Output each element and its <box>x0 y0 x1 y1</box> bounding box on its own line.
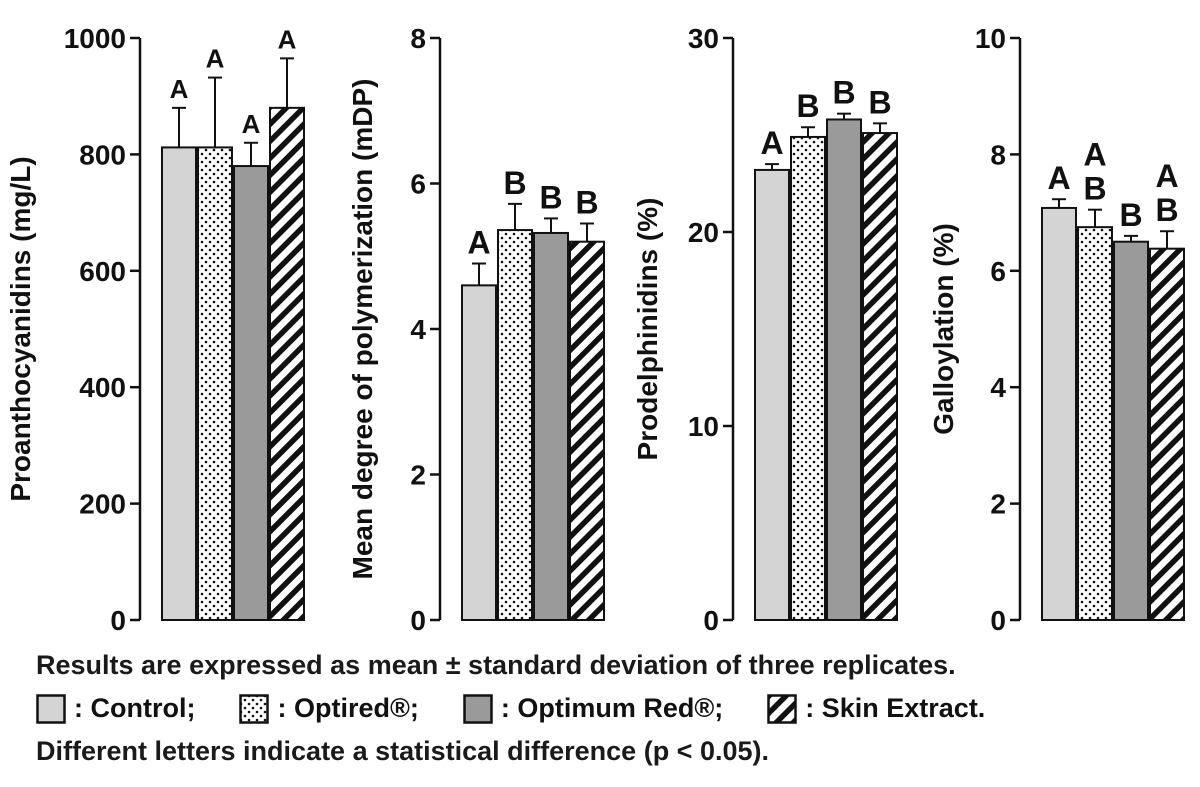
bar-optimum-red <box>533 231 569 621</box>
y-tick-label: 800 <box>79 139 126 170</box>
bar-optimum-red <box>1113 240 1149 621</box>
y-tick-label: 0 <box>410 605 426 636</box>
bar-skin-extract <box>862 132 898 621</box>
significance-letter-control: A <box>760 125 783 161</box>
y-tick-label: 10 <box>975 23 1006 54</box>
y-tick-label: 0 <box>703 605 719 636</box>
control-swatch-icon <box>36 693 66 724</box>
significance-letter-skin-extract: B <box>575 185 598 221</box>
significance-letter-control: A <box>170 74 189 104</box>
bar-skin-extract <box>1149 247 1185 622</box>
bar-skin-extract <box>269 106 305 621</box>
significance-letter-optimum-red: B <box>1119 197 1142 233</box>
bar-control <box>461 284 497 621</box>
bar-optimum-red <box>826 118 862 621</box>
y-tick-label: 200 <box>79 489 126 520</box>
legend-label-control: : Control; <box>74 693 196 723</box>
significance-letter-skin-extract: A <box>1155 158 1178 194</box>
y-tick-label: 8 <box>990 139 1006 170</box>
significance-letter-optimum-red: B <box>539 179 562 215</box>
bar-optimum-red <box>233 165 269 621</box>
y-tick-label: 4 <box>990 372 1006 403</box>
significance-letter-optimum-red: A <box>242 109 261 139</box>
bar-optired <box>1077 226 1113 621</box>
legend-item-control: : Control; <box>36 693 195 724</box>
significance-letter-skin-extract: B <box>1155 192 1178 228</box>
bar-optired <box>197 146 233 622</box>
optired-swatch-icon <box>239 693 270 724</box>
y-axis-label: Proanthocyanidins (mg/L) <box>5 156 36 501</box>
y-tick-label: 6 <box>410 169 426 200</box>
significance-letter-optimum-red: B <box>832 75 855 111</box>
y-axis-label: Prodelphinidins (%) <box>632 198 663 461</box>
y-tick-label: 600 <box>79 256 126 287</box>
legend-label-skin-extract: : Skin Extract. <box>805 693 986 723</box>
significance-letter-optired: A <box>206 44 225 74</box>
y-tick-label: 400 <box>79 372 126 403</box>
bar-skin-extract <box>569 240 605 621</box>
significance-letter-skin-extract: A <box>278 24 297 54</box>
y-tick-label: 4 <box>410 314 426 345</box>
bar-control <box>1041 206 1077 621</box>
legend-item-optired: : Optired®; <box>239 693 419 724</box>
legend-label-optired: : Optired®; <box>277 693 419 723</box>
chart-panel-2: 0 2 4 6 8 Mean degree of polymerization (mDP)… <box>347 23 605 636</box>
skin-extract-swatch-icon <box>767 693 797 724</box>
bar-control <box>754 168 790 621</box>
significance-letter-optired: B <box>1083 171 1106 207</box>
y-axis-label: Galloylation (%) <box>928 223 959 435</box>
results-note: Results are expressed as mean ± standard… <box>36 650 956 680</box>
significance-letter-optired: B <box>796 88 819 124</box>
significance-letter-skin-extract: B <box>868 84 891 120</box>
y-tick-label: 0 <box>110 605 126 636</box>
bar-optired <box>790 135 826 621</box>
y-axis-label: Mean degree of polymerization (mDP) <box>347 79 378 580</box>
y-tick-label: 20 <box>688 217 719 248</box>
y-tick-label: 2 <box>410 460 426 491</box>
y-tick-label: 1000 <box>64 23 126 54</box>
y-tick-label: 0 <box>990 605 1006 636</box>
significance-letter-optired: A <box>1083 137 1106 173</box>
significance-letter-control: A <box>467 225 490 261</box>
y-tick-label: 6 <box>990 256 1006 287</box>
chart-panel-1: 0 200 400 600 800 1000 Proanthocyanidins (mg/L… <box>5 23 305 636</box>
significance-letter-control: A <box>1047 160 1070 196</box>
bar-optired <box>497 229 533 621</box>
significance-note: Different letters indicate a statistical… <box>36 736 769 766</box>
legend-item-skin-extract: : Skin Extract. <box>767 693 985 724</box>
legend: : Control; : Optired®; : Optimum Red®; :… <box>36 693 985 724</box>
bar-control <box>161 146 197 622</box>
y-tick-label: 8 <box>410 23 426 54</box>
y-tick-label: 10 <box>688 411 719 442</box>
significance-letter-optired: B <box>503 165 526 201</box>
legend-item-optimum-red: : Optimum Red®; <box>463 693 723 724</box>
legend-label-optimum-red: : Optimum Red®; <box>500 693 724 723</box>
y-tick-label: 2 <box>990 489 1006 520</box>
optimum-red-swatch-icon <box>463 693 493 724</box>
y-tick-label: 30 <box>688 23 719 54</box>
